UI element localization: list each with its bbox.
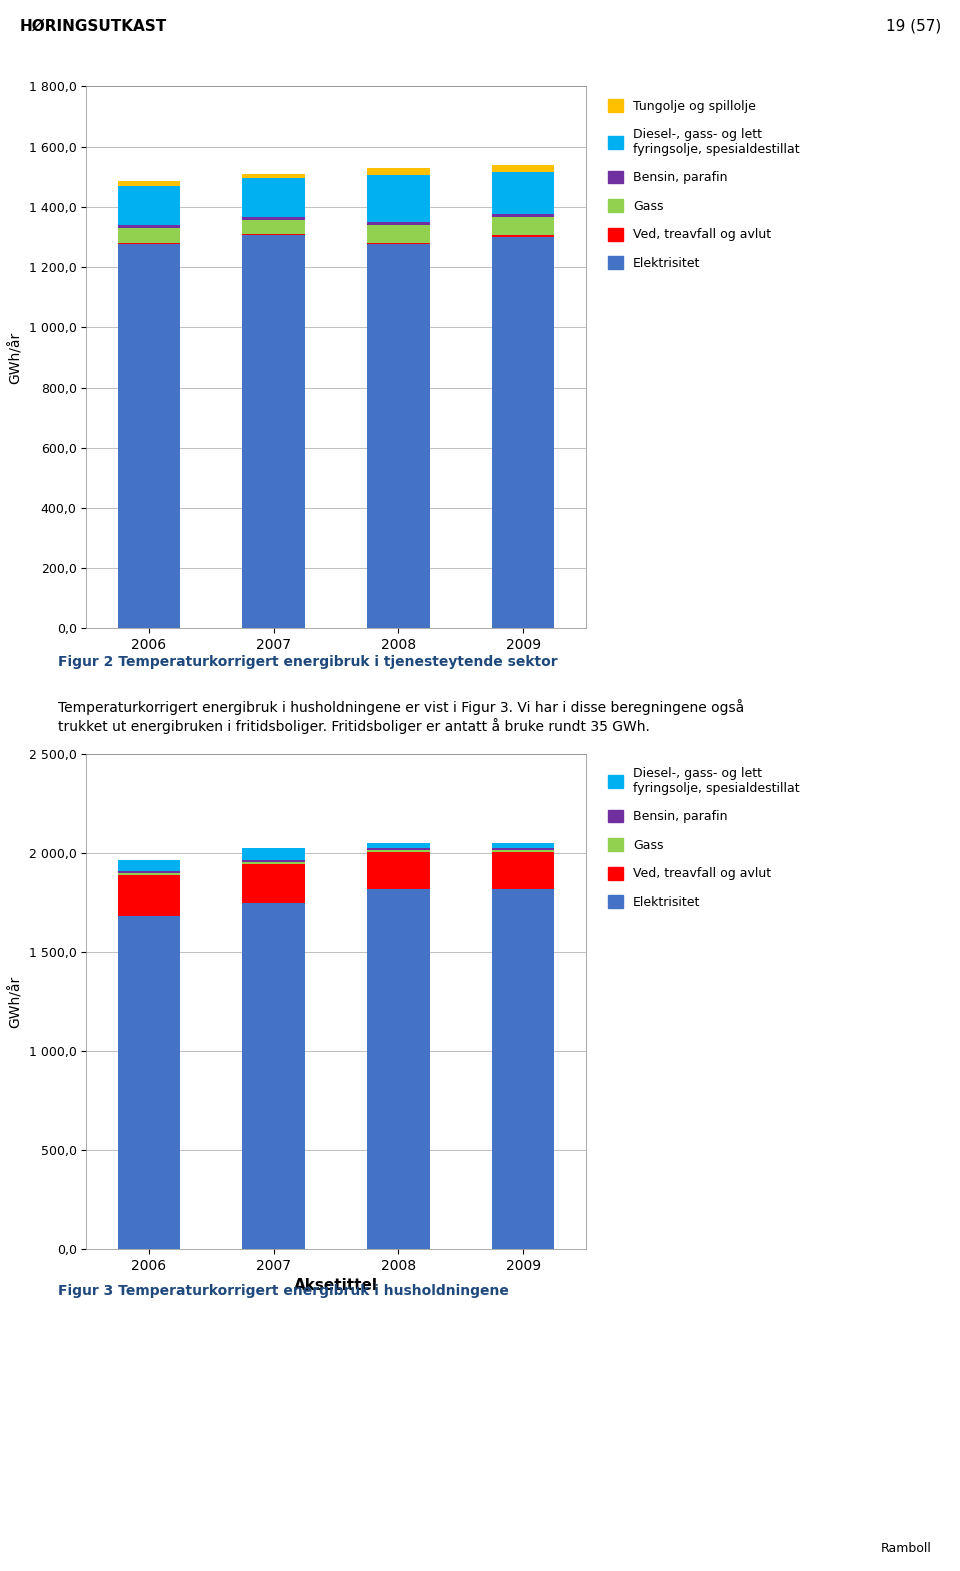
Bar (243, 174, 305, 178)
Bar (118, 245, 180, 628)
X-axis label: Aksetittel: Aksetittel (294, 1279, 378, 1293)
Text: Ramboll: Ramboll (880, 1543, 931, 1555)
Bar (492, 850, 555, 851)
Bar (243, 236, 305, 628)
Bar (118, 875, 180, 916)
Legend: Tungolje og spillolje, Diesel-, gass- og lett
fyringsolje, spesialdestillat, Ben: Tungolje og spillolje, Diesel-, gass- og… (602, 93, 806, 276)
Text: Figur 3 Temperaturkorrigert energibruk i husholdningene: Figur 3 Temperaturkorrigert energibruk i… (58, 1284, 509, 1298)
Bar (368, 851, 430, 889)
Bar (492, 165, 555, 173)
Bar (368, 225, 430, 244)
Bar (118, 870, 180, 873)
Text: 19 (57): 19 (57) (885, 19, 941, 35)
Bar (243, 848, 305, 859)
Legend: Diesel-, gass- og lett
fyringsolje, spesialdestillat, Bensin, parafin, Gass, Ved: Diesel-, gass- og lett fyringsolje, spes… (602, 760, 806, 916)
Bar (118, 225, 180, 228)
Bar (243, 902, 305, 1249)
Bar (368, 176, 430, 222)
Bar (368, 222, 430, 225)
Bar (368, 850, 430, 851)
Bar (243, 178, 305, 217)
Bar (243, 864, 305, 902)
Bar (492, 217, 555, 236)
Bar (243, 220, 305, 234)
Bar (118, 181, 180, 185)
Bar (492, 848, 555, 850)
Bar (118, 859, 180, 870)
Bar (368, 842, 430, 848)
Bar (243, 862, 305, 864)
Y-axis label: GWh/år: GWh/år (9, 976, 23, 1027)
Bar (368, 889, 430, 1249)
Bar (368, 848, 430, 850)
Bar (243, 217, 305, 220)
Bar (492, 173, 555, 214)
Bar (118, 873, 180, 875)
Bar (492, 889, 555, 1249)
Text: Figur 2 Temperaturkorrigert energibruk i tjenesteytende sektor: Figur 2 Temperaturkorrigert energibruk i… (58, 655, 557, 669)
Bar (492, 842, 555, 848)
Bar (368, 245, 430, 628)
Text: Temperaturkorrigert energibruk i husholdningene er vist i Figur 3. Vi har i diss: Temperaturkorrigert energibruk i hushold… (58, 699, 744, 734)
Text: HØRINGSUTKAST: HØRINGSUTKAST (19, 19, 166, 35)
Bar (492, 214, 555, 217)
Bar (492, 851, 555, 889)
Y-axis label: GWh/år: GWh/år (9, 331, 23, 383)
Bar (118, 916, 180, 1249)
Bar (492, 237, 555, 628)
Bar (368, 168, 430, 176)
Bar (243, 859, 305, 862)
Bar (118, 185, 180, 225)
Bar (118, 228, 180, 244)
